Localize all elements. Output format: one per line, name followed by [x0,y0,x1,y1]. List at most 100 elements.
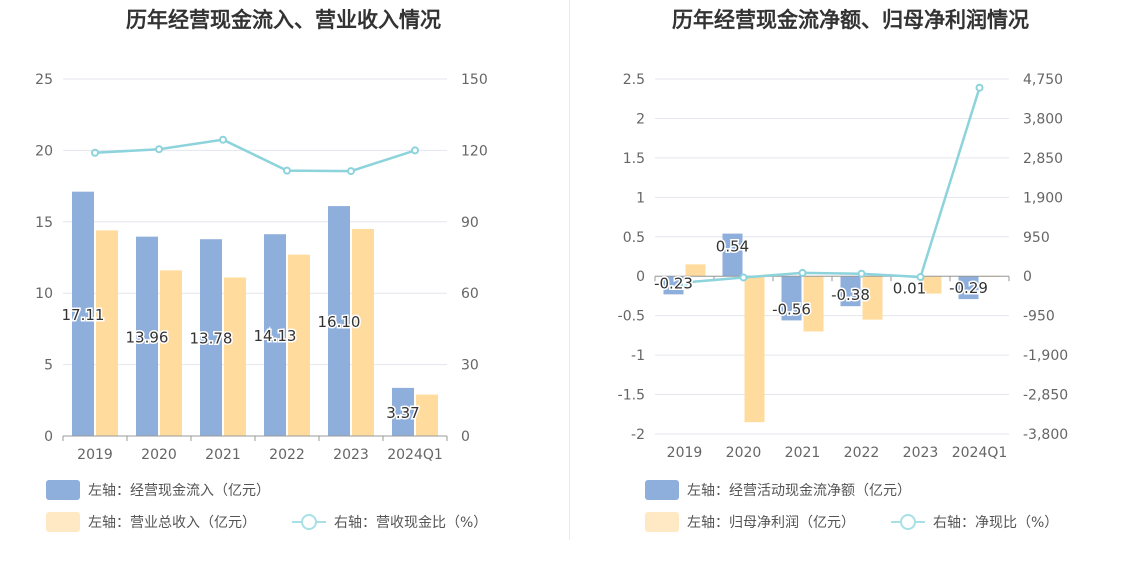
y-tick-label-left: -1 [631,348,645,364]
bar-data-label: 13.78 [190,330,233,348]
legend-item-revenue[interactable]: 左轴：营业总收入（亿元） [46,512,256,532]
legend-swatch-blue [46,480,80,500]
bar-data-label: 16.10 [318,313,361,331]
y-tick-label-right: 1,900 [1023,190,1063,206]
chart-title: 历年经营现金流净额、归母净利润情况 [672,8,1029,32]
y-tick-label-left: -0.5 [618,309,645,325]
bar-data-label: 13.96 [126,328,169,346]
legend-item-net-cashflow[interactable]: 左轴：经营活动现金流净额（亿元） [645,480,911,500]
y-tick-label-right: 150 [461,72,488,88]
y-tick-label-right: 0 [461,429,470,445]
bar-orange [803,276,824,332]
legend-item-ratio[interactable]: 右轴：营收现金比（%） [292,512,487,532]
bar-blue [781,276,802,321]
bar-orange [224,277,246,436]
y-tick-label-right: -3,800 [1023,427,1068,443]
bar-blue [264,234,286,436]
y-tick-label-left: 0 [636,269,645,285]
bar-blue [328,206,350,436]
bar-orange [352,228,374,436]
bar-orange [862,276,883,320]
bar-orange [416,394,438,436]
y-tick-label-right: 120 [461,143,488,159]
ratio-point [219,135,227,144]
x-tick-label: 2021 [785,445,821,461]
y-tick-label-left: 20 [35,143,53,159]
x-tick-label: 2023 [903,445,939,461]
y-tick-label-left: 1.5 [623,151,645,167]
bar-data-label: -0.23 [654,274,693,292]
right-chart-panel: 历年经营现金流净额、归母净利润情况 -2 -3,800 -1.5 -2,850 -1 -1… [567,0,1134,582]
y-tick-label-right: 2,850 [1023,151,1063,167]
x-tick-label: 2020 [141,447,177,463]
y-tick-label-left: 0.5 [623,230,645,246]
legend-item-net-profit[interactable]: 左轴：归母净利润（亿元） [645,512,855,532]
x-tick-label: 2024Q1 [952,445,1008,461]
y-tick-label-left: -2 [631,427,645,443]
bar-blue [663,276,684,295]
legend-label: 左轴：营业总收入（亿元） [88,515,256,531]
ratio-point [91,148,99,157]
ratio-point [155,145,163,154]
x-tick-label: 2019 [77,447,113,463]
y-tick-label-left: 1 [636,190,645,206]
y-tick-label-right: 90 [461,215,479,231]
x-tick-label: 2024Q1 [387,447,443,463]
right-chart-plot: -2 -3,800 -1.5 -2,850 -1 -1,900 -0.5 -950 0 0 0.5 9… [618,72,1068,461]
y-tick-label-left: 25 [35,72,53,88]
x-tick-label: 2020 [726,445,762,461]
bar-data-label: -0.29 [949,279,988,297]
ratio-point [347,167,355,176]
bar-blue [136,236,158,436]
y-tick-label-right: 4,750 [1023,72,1063,88]
legend-item-cash-inflow[interactable]: 左轴：经营现金流入（亿元） [46,480,270,500]
y-tick-label-left: -1.5 [618,388,645,404]
ratio-point [680,278,689,287]
bar-orange [744,276,765,423]
y-tick-label-left: 10 [35,286,53,302]
ratio-point [916,273,925,282]
bar-orange [96,230,118,436]
legend-swatch-orange [645,512,679,532]
left-chart-plot: 0 0 5 30 10 60 15 90 20 120 25 150 2019 2020 2021 2022 2… [35,72,488,463]
ratio-point [975,83,984,92]
x-tick-label: 2021 [205,447,241,463]
x-tick-label: 2023 [333,447,369,463]
y-tick-label-right: -1,900 [1023,348,1068,364]
legend-swatch-orange [46,512,80,532]
x-tick-label: 2022 [269,447,305,463]
bar-blue [840,276,861,307]
ratio-point [739,273,748,282]
legend-label: 左轴：经营现金流入（亿元） [88,483,270,499]
y-tick-label-right: -950 [1023,309,1055,325]
legend-line-swatch [292,512,326,532]
bar-data-label: 0.01 [893,279,926,297]
bar-orange [160,270,182,436]
y-tick-label-left: 2.5 [623,72,645,88]
bar-data-label: 0.54 [716,238,749,256]
y-tick-label-left: 0 [44,429,53,445]
bar-blue [200,239,222,436]
y-tick-label-left: 2 [636,111,645,127]
legend-label: 右轴：净现比（%） [933,515,1059,531]
ratio-point [798,268,807,277]
bar-blue [72,191,94,436]
legend-line-swatch [891,512,925,532]
ratio-point [857,269,866,278]
bar-data-label: -0.56 [772,300,811,318]
y-tick-label-right: 60 [461,286,479,302]
bar-blue [722,233,743,277]
y-tick-label-left: 15 [35,215,53,231]
y-tick-label-right: 3,800 [1023,111,1063,127]
legend-item-net-ratio[interactable]: 右轴：净现比（%） [891,512,1058,532]
bar-data-label: 14.13 [254,327,297,345]
bar-orange [685,264,706,277]
ratio-point [411,146,419,155]
chart-title: 历年经营现金流入、营业收入情况 [126,8,441,32]
bar-data-label: 3.37 [386,404,419,422]
bar-data-label: -0.38 [831,286,870,304]
bar-blue [392,387,414,436]
y-tick-label-right: 950 [1023,230,1050,246]
bar-data-label: 17.11 [62,306,105,324]
legend-label: 右轴：营收现金比（%） [334,515,488,531]
